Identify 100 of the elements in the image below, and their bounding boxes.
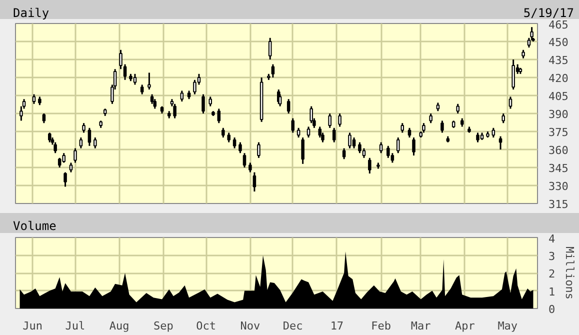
- text: 5/19/17: [523, 6, 574, 20]
- x-tick-label: Apr: [455, 320, 476, 332]
- x-tick-label: 17: [330, 320, 344, 332]
- candlestick: [88, 127, 92, 147]
- y-tick-label: 315: [548, 198, 568, 211]
- candlestick: [148, 72, 151, 90]
- candlestick: [252, 172, 256, 192]
- y-tick-label: 0: [548, 303, 556, 316]
- candlestick: [386, 145, 390, 159]
- candlestick: [502, 112, 505, 124]
- x-tick-label: Jul: [65, 320, 86, 332]
- candlestick: [123, 64, 127, 81]
- candlestick: [74, 148, 77, 164]
- candlestick: [180, 90, 184, 102]
- candlestick: [62, 152, 66, 164]
- candlestick: [422, 122, 426, 134]
- candlestick: [390, 152, 394, 164]
- candlestick: [310, 106, 313, 124]
- y-axis-title: Millions: [563, 246, 576, 300]
- candlestick: [338, 112, 342, 128]
- candlestick: [328, 112, 332, 129]
- candlestick: [150, 94, 154, 105]
- candlestick: [498, 136, 502, 150]
- candlestick: [492, 127, 496, 138]
- candlestick: [512, 58, 515, 90]
- candlestick: [412, 136, 416, 156]
- candlestick: [222, 127, 225, 138]
- candlestick: [173, 103, 176, 120]
- candlestick: [408, 127, 412, 138]
- candlestick: [400, 122, 404, 134]
- y-tick-label: 360: [548, 144, 568, 157]
- candlestick: [306, 126, 310, 138]
- y-tick-label: 390: [548, 108, 568, 121]
- candlestick: [133, 73, 137, 86]
- x-tick-label: Aug: [109, 320, 130, 332]
- candlestick: [94, 136, 97, 150]
- y-tick-label: 405: [548, 90, 568, 103]
- candlestick: [217, 108, 221, 124]
- y-tick-label: 3: [548, 250, 556, 263]
- candlestick: [379, 142, 383, 154]
- candlestick: [368, 157, 372, 174]
- y-tick-label: 345: [548, 162, 568, 175]
- chart-title: Daily: [13, 6, 50, 21]
- candlestick: [301, 136, 304, 165]
- candlestick: [296, 127, 300, 138]
- x-tick-label: Nov: [240, 320, 260, 332]
- candlestick: [268, 37, 272, 60]
- candlestick: [227, 132, 230, 144]
- candlestick: [271, 64, 275, 78]
- y-tick-label: 435: [548, 54, 568, 67]
- candlestick: [508, 96, 512, 110]
- x-tick-label: Feb: [371, 320, 391, 332]
- y-tick-label: 2: [548, 268, 556, 280]
- candlestick: [69, 162, 73, 174]
- candlestick: [119, 49, 122, 70]
- candlestick: [358, 142, 362, 154]
- candlestick: [286, 98, 290, 114]
- candlestick: [396, 136, 400, 154]
- candlestick: [291, 118, 294, 134]
- y-tick-label: 465: [548, 18, 568, 32]
- candlestick: [54, 142, 57, 154]
- candlestick: [202, 94, 205, 114]
- y-tick-label: 450: [548, 36, 568, 49]
- x-tick-label: May: [498, 320, 518, 332]
- candlestick: [238, 142, 242, 154]
- candlestick: [362, 148, 366, 159]
- candlestick: [318, 126, 322, 138]
- candlestick: [257, 142, 260, 159]
- candlestick: [82, 122, 86, 134]
- y-tick-label: 330: [548, 180, 568, 193]
- candlestick: [476, 132, 480, 144]
- candlestick: [64, 172, 67, 188]
- x-tick-label: Mar: [410, 320, 432, 332]
- candlestick: [48, 132, 52, 144]
- candlestick: [456, 103, 460, 114]
- candlestick: [42, 112, 46, 124]
- candlestick: [248, 162, 252, 174]
- candlestick: [232, 136, 236, 150]
- y-tick-label: 1: [548, 285, 556, 298]
- candlestick: [352, 136, 356, 150]
- candlestick: [440, 120, 444, 134]
- candlestick: [342, 148, 346, 160]
- candlestick: [242, 152, 246, 168]
- x-tick-label: Dec: [282, 320, 303, 332]
- candlestick: [348, 132, 352, 150]
- candlestick: [208, 96, 212, 108]
- candlestick: [58, 157, 62, 168]
- candlestick: [140, 84, 144, 96]
- x-tick-label: Oct: [196, 320, 216, 332]
- chart-title: Volume: [13, 219, 56, 234]
- candlestick: [153, 98, 157, 110]
- candlestick: [32, 94, 36, 105]
- x-tick-label: Jun: [22, 320, 43, 332]
- y-tick-label: 420: [548, 72, 568, 85]
- y-tick-label: 375: [548, 126, 568, 139]
- x-tick-label: Sep: [153, 320, 174, 332]
- y-tick-label: 4: [548, 232, 556, 246]
- candlestick: [79, 136, 83, 150]
- candlestick: [332, 127, 336, 144]
- candlestick: [429, 112, 432, 124]
